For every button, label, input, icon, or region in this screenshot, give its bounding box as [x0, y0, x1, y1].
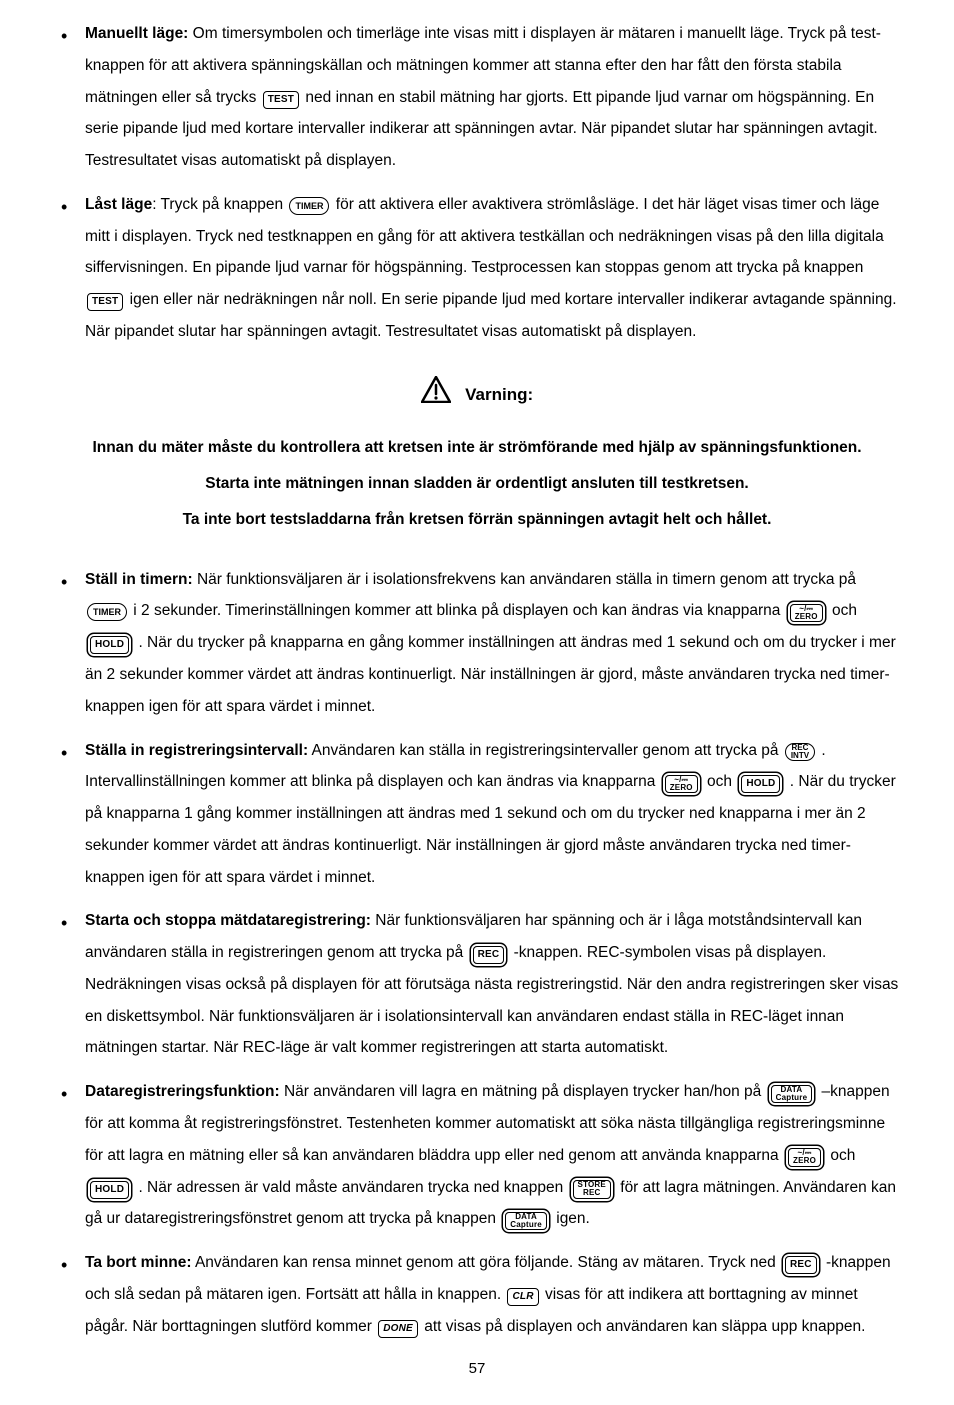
top-bullet-list: Manuellt läge: Om timersymbolen och time… — [55, 18, 899, 348]
warning-triangle-icon — [421, 376, 451, 415]
document-page: Manuellt läge: Om timersymbolen och time… — [0, 0, 954, 1405]
label: Manuellt läge: — [85, 25, 188, 42]
text: igen. — [552, 1210, 590, 1227]
warning-line-1: Innan du mäter måste du kontrollera att … — [55, 432, 899, 464]
text: och — [703, 773, 737, 790]
bullet-start-stop-rec: Starta och stoppa mätdataregistrering: N… — [55, 905, 899, 1064]
text: . När adressen är vald måste användaren … — [134, 1179, 567, 1196]
warning-heading: Varning: — [55, 376, 899, 415]
rec-intv-button-icon: RECINTV — [785, 743, 815, 762]
text: När funktionsväljaren är i isolationsfre… — [193, 571, 856, 588]
bullet-clear-memory: Ta bort minne: Användaren kan rensa minn… — [55, 1247, 899, 1342]
bullet-locked-mode: Låst läge: Tryck på knappen TIMER för at… — [55, 189, 899, 348]
text: Användaren kan rensa minnet genom att gö… — [192, 1254, 781, 1271]
bullet-manual-mode: Manuellt läge: Om timersymbolen och time… — [55, 18, 899, 177]
bullet-data-capture: Dataregistreringsfunktion: När användare… — [55, 1076, 899, 1235]
warning-line-2: Starta inte mätningen innan sladden är o… — [55, 468, 899, 500]
hold-button-icon: HOLD — [741, 775, 780, 793]
label: Starta och stoppa mätdataregistrering: — [85, 912, 371, 929]
label: Ställa in registreringsintervall: — [85, 742, 308, 759]
warning-line-3: Ta inte bort testsladdarna från kretsen … — [55, 504, 899, 536]
hold-button-icon: HOLD — [90, 1181, 129, 1199]
test-button-icon: TEST — [263, 91, 299, 109]
zero-button-icon: ~/⎓ZERO — [788, 1148, 821, 1167]
test-button-icon: TEST — [87, 293, 123, 311]
clr-display-icon: CLR — [507, 1288, 538, 1306]
label: Ställ in timern: — [85, 571, 193, 588]
rec-button-icon: REC — [785, 1256, 817, 1274]
bullet-set-timer: Ställ in timern: När funktionsväljaren ä… — [55, 564, 899, 723]
timer-button-icon: TIMER — [289, 197, 329, 215]
text: att visas på displayen och användaren ka… — [420, 1318, 866, 1335]
text: i 2 sekunder. Timerinställningen kommer … — [129, 602, 785, 619]
bullet-set-rec-interval: Ställa in registreringsintervall: Använd… — [55, 735, 899, 894]
lower-bullet-list: Ställ in timern: När funktionsväljaren ä… — [55, 564, 899, 1343]
timer-button-icon: TIMER — [87, 603, 127, 621]
data-capture-button-icon: DATACapture — [771, 1085, 813, 1104]
label: Dataregistreringsfunktion: — [85, 1083, 280, 1100]
zero-button-icon: ~/⎓ZERO — [790, 604, 823, 623]
data-capture-button-icon: DATACapture — [505, 1212, 547, 1231]
warning-label: Varning: — [465, 378, 533, 413]
text: Användaren kan ställa in registreringsin… — [308, 742, 783, 759]
rec-button-icon: REC — [473, 946, 505, 964]
text: . När du trycker på knapparna en gång ko… — [85, 634, 896, 715]
done-display-icon: DONE — [378, 1320, 418, 1338]
store-rec-button-icon: STOREREC — [573, 1180, 611, 1199]
text: och — [828, 602, 857, 619]
label: Ta bort minne: — [85, 1254, 192, 1271]
zero-button-icon: ~/⎓ZERO — [665, 775, 698, 794]
hold-button-icon: HOLD — [90, 636, 129, 654]
label: Låst läge — [85, 196, 152, 213]
text: igen eller när nedräkningen når noll. En… — [85, 291, 897, 340]
text: : Tryck på knappen — [152, 196, 287, 213]
text: och — [826, 1147, 855, 1164]
page-number: 57 — [55, 1354, 899, 1385]
text: När användaren vill lagra en mätning på … — [280, 1083, 766, 1100]
